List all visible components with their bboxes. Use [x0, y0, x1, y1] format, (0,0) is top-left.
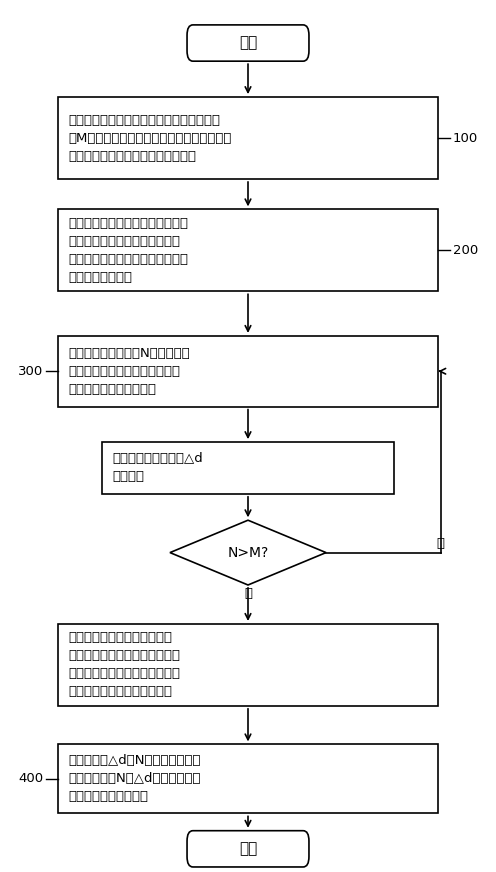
- Bar: [58, 623, 438, 706]
- Text: N>M?: N>M?: [227, 546, 269, 560]
- Text: 预先在控制器内设置需要检测的干涉条纹总
数M；控制器控制电机、显示器、鼓轮转动量
检测电路和光电传感器电路开始工作: 预先在控制器内设置需要检测的干涉条纹总 数M；控制器控制电机、显示器、鼓轮转动量…: [68, 113, 232, 162]
- Bar: [58, 209, 438, 291]
- Bar: [58, 336, 438, 406]
- Bar: [58, 97, 438, 179]
- Bar: [102, 442, 394, 494]
- Text: 控制器根据△d和N计算光波波长；
显示器中显示N、△d和光波波长的
数值，并显示两张照片: 控制器根据△d和N计算光波波长； 显示器中显示N、△d和光波波长的 数值，并显示…: [68, 754, 201, 803]
- Text: 100: 100: [453, 132, 478, 145]
- FancyBboxPatch shape: [187, 25, 309, 61]
- Text: 控制器对鼓轮转动量△d
进行计数: 控制器对鼓轮转动量△d 进行计数: [113, 453, 203, 483]
- FancyBboxPatch shape: [187, 831, 309, 867]
- Text: 200: 200: [453, 244, 478, 257]
- Text: 400: 400: [18, 773, 43, 786]
- Text: 控制器停止干涉条纹的计数，
最后一次干涉条纹计数时，控制
器控制摄像头拍摄鼓轮的照片；
控制器停止鼓轮转动量的计数: 控制器停止干涉条纹的计数， 最后一次干涉条纹计数时，控制 器控制摄像头拍摄鼓轮的…: [68, 631, 181, 698]
- Text: 300: 300: [18, 364, 43, 378]
- Text: 否: 否: [436, 537, 444, 550]
- Text: 结束: 结束: [239, 841, 257, 856]
- Text: 控制器对干涉条纹数N进行计数，
第一次干涉条纹计数时控制器控
制摄像头拍摄鼓轮的照片: 控制器对干涉条纹数N进行计数， 第一次干涉条纹计数时控制器控 制摄像头拍摄鼓轮的…: [68, 347, 190, 396]
- Text: 是: 是: [244, 587, 252, 600]
- Text: 开始: 开始: [239, 36, 257, 51]
- Text: 光电传感器电路检测光波信号并将
检测到的信号输入到控制器中；
鼓轮转动量检测电路将检测的鼓轮
信号输入控制器中: 光电传感器电路检测光波信号并将 检测到的信号输入到控制器中； 鼓轮转动量检测电路…: [68, 217, 188, 283]
- Polygon shape: [170, 521, 326, 585]
- Bar: [58, 745, 438, 814]
